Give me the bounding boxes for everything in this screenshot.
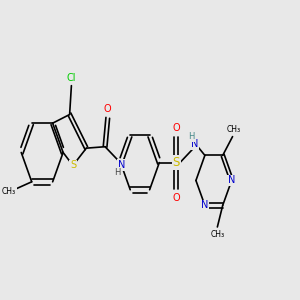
Text: N: N <box>191 139 198 149</box>
Text: O: O <box>104 104 112 114</box>
Text: O: O <box>172 123 180 133</box>
Text: CH₃: CH₃ <box>210 230 224 239</box>
Text: O: O <box>172 193 180 202</box>
Text: N: N <box>201 200 208 210</box>
Text: S: S <box>172 156 180 169</box>
Text: CH₃: CH₃ <box>2 187 16 196</box>
Text: N: N <box>228 176 235 185</box>
Text: N: N <box>118 160 125 170</box>
Text: H: H <box>188 132 194 141</box>
Text: H: H <box>115 168 121 177</box>
Text: S: S <box>70 160 76 170</box>
Text: Cl: Cl <box>67 73 76 83</box>
Text: CH₃: CH₃ <box>227 124 241 134</box>
